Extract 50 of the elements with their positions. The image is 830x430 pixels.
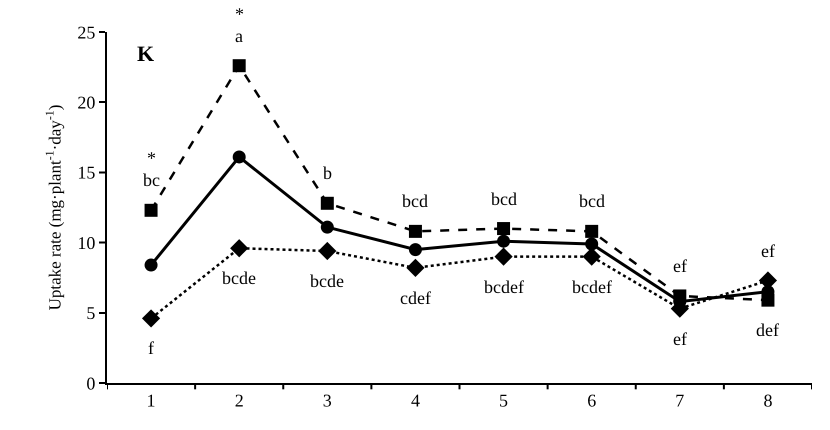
annotation: b (323, 163, 332, 183)
y-tick-label: 15 (77, 162, 96, 183)
point (144, 258, 158, 272)
annotation: def (756, 320, 779, 340)
point (318, 242, 336, 260)
annotation: bcd (579, 191, 605, 211)
point (585, 224, 598, 238)
x-tick-label: 1 (146, 390, 156, 411)
annotation: * (235, 4, 244, 24)
annotation: bcde (222, 268, 256, 288)
point (408, 224, 422, 238)
point (497, 234, 510, 248)
annotation: ef (673, 256, 687, 276)
point (320, 196, 334, 210)
x-tick-label: 5 (499, 390, 508, 411)
annotation: ef (761, 241, 775, 261)
annotation: ef (673, 329, 687, 349)
y-tick-label: 0 (86, 373, 96, 394)
x-tick-label: 6 (587, 390, 596, 411)
annotation: bcdef (572, 277, 612, 297)
point (585, 238, 598, 250)
annotation: bcd (491, 189, 517, 209)
point (408, 243, 422, 256)
point (406, 258, 425, 277)
point (230, 239, 248, 258)
point (144, 204, 158, 217)
point (320, 220, 334, 234)
x-tick-label: 4 (410, 390, 420, 411)
annotation: cdef (400, 288, 431, 308)
point (232, 150, 246, 164)
y-tick-label: 25 (77, 22, 96, 42)
y-tick-label: 10 (77, 232, 96, 253)
annotation: a (235, 26, 243, 46)
annotation: K (137, 41, 154, 66)
x-tick-label: 8 (763, 390, 772, 411)
x-tick-label: 7 (675, 390, 684, 411)
annotation: * (147, 148, 156, 168)
x-tick-label: 2 (234, 390, 244, 411)
annotation: bc (143, 170, 160, 190)
annotation: bcd (402, 191, 428, 211)
annotation: f (148, 338, 154, 358)
annotation: bcde (310, 271, 344, 291)
y-tick-label: 20 (77, 92, 96, 112)
point (497, 222, 510, 236)
point (494, 248, 513, 266)
point (232, 59, 246, 72)
point (142, 309, 160, 328)
annotation: bcdef (484, 277, 524, 297)
y-tick-label: 5 (86, 303, 96, 324)
x-tick-label: 3 (322, 390, 332, 411)
